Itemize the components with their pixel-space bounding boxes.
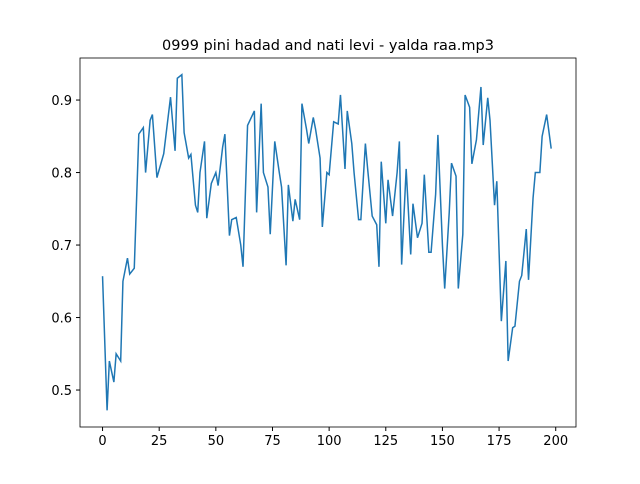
plot-frame <box>79 57 577 428</box>
x-tick-label: 100 <box>317 434 342 449</box>
x-tick-label: 50 <box>208 434 225 449</box>
x-tick-label: 175 <box>487 434 512 449</box>
x-tick-label: 75 <box>264 434 281 449</box>
x-tick-label: 0 <box>98 434 106 449</box>
y-tick-label: 0.8 <box>51 167 72 182</box>
y-tick-label: 0.5 <box>51 384 72 399</box>
data-line <box>101 73 552 411</box>
x-tick-label: 150 <box>430 434 455 449</box>
y-tick-label: 0.6 <box>51 312 72 327</box>
y-tick-label: 0.7 <box>51 239 72 254</box>
chart-title: 0999 pini hadad and nati levi - yalda ra… <box>162 38 494 54</box>
y-tick-label: 0.9 <box>51 94 72 109</box>
x-tick-label: 125 <box>373 434 398 449</box>
x-tick-label: 25 <box>151 434 168 449</box>
x-tick-label: 200 <box>543 434 568 449</box>
